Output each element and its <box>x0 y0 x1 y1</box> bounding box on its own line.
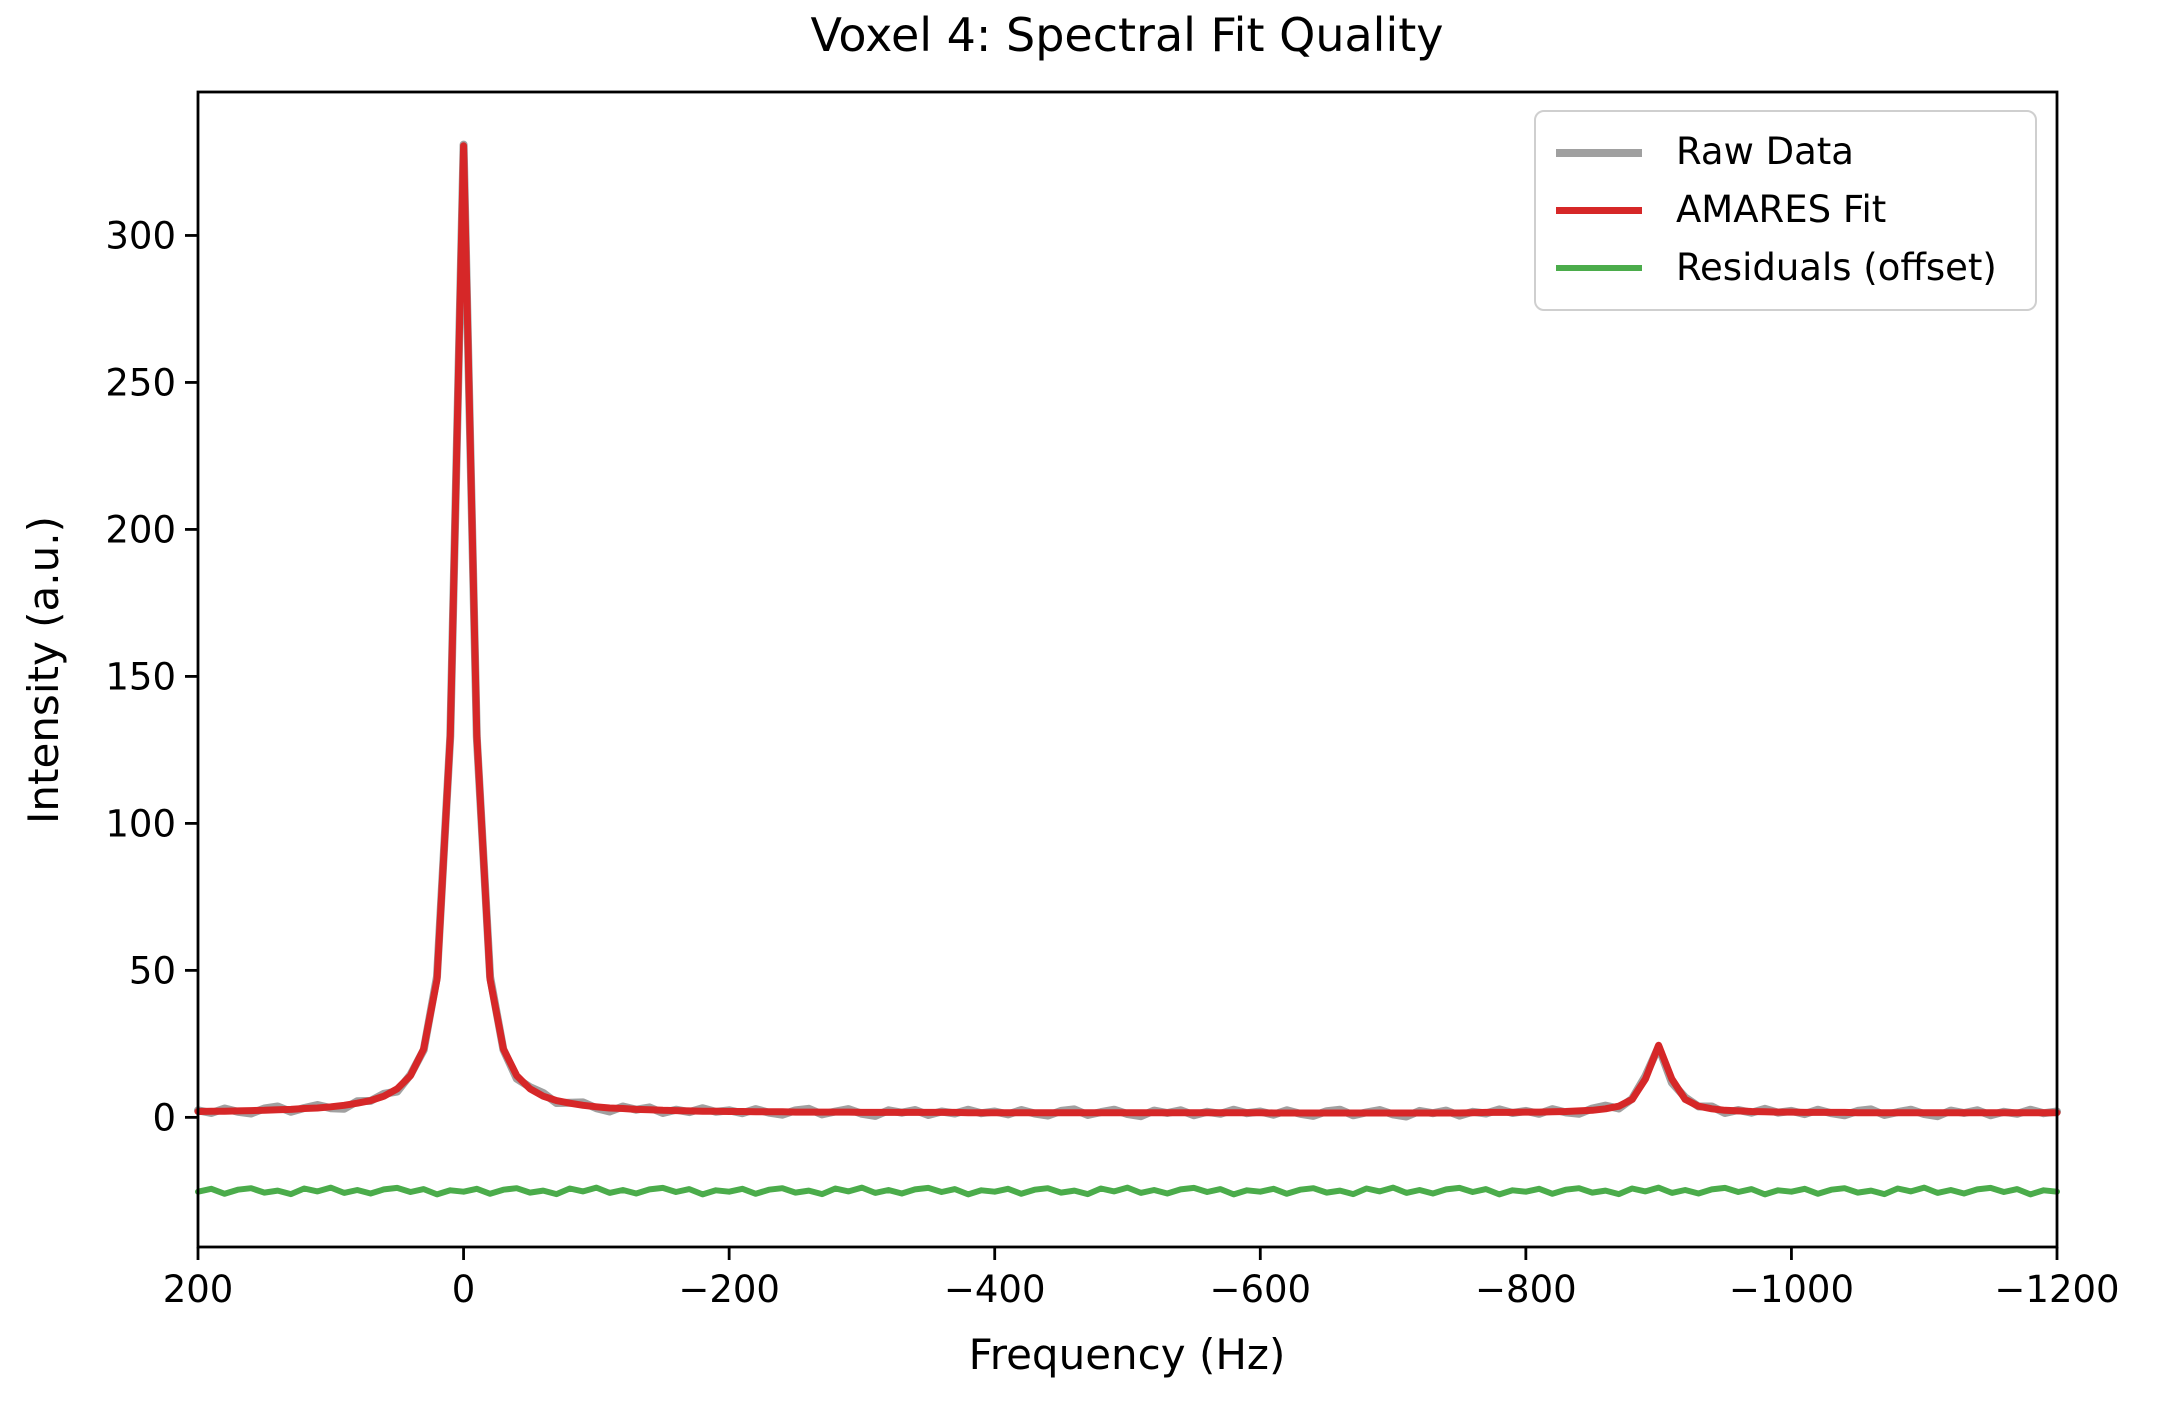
legend-item-amares-fit: AMARES Fit <box>1556 188 2015 232</box>
legend-label-raw-data: Raw Data <box>1676 130 1854 174</box>
amares-fit-line-swatch <box>1556 206 1642 214</box>
amares-fit-line <box>194 142 2061 1117</box>
y-tick-label: 150 <box>105 655 176 698</box>
x-tick-label: −1200 <box>1994 1268 2119 1311</box>
legend-label-amares-fit: AMARES Fit <box>1676 188 1887 232</box>
y-tick-label: 250 <box>105 361 176 404</box>
residuals-line <box>195 1184 2060 1198</box>
y-tick-label: 50 <box>129 949 176 992</box>
legend: Raw Data AMARES Fit Residuals (offset) <box>1534 110 2037 311</box>
x-tick-label: 200 <box>163 1268 234 1311</box>
legend-item-residuals: Residuals (offset) <box>1556 245 2015 289</box>
legend-label-residuals: Residuals (offset) <box>1676 245 1997 289</box>
axes-spines <box>196 90 2059 1249</box>
residuals-line-swatch <box>1556 265 1642 272</box>
x-tick-label: −200 <box>678 1268 780 1311</box>
y-tick-label: 0 <box>152 1096 176 1139</box>
x-axis-label: Frequency (Hz) <box>968 1330 1286 1379</box>
y-tick-label: 200 <box>105 508 176 551</box>
chart-title: Voxel 4: Spectral Fit Quality <box>810 8 1444 62</box>
x-tick-label: −400 <box>944 1268 1046 1311</box>
x-tick-label: −1000 <box>1729 1268 1854 1311</box>
legend-item-raw-data: Raw Data <box>1556 132 2015 173</box>
x-tick-label: −800 <box>1475 1268 1577 1311</box>
y-tick-label: 100 <box>105 802 176 845</box>
x-tick-label: 0 <box>452 1268 476 1311</box>
x-tick-label: −600 <box>1209 1268 1311 1311</box>
y-axis-label: Intensity (a.u.) <box>19 516 68 824</box>
raw-data-line-swatch <box>1556 148 1642 157</box>
y-tick-label: 300 <box>105 214 176 257</box>
